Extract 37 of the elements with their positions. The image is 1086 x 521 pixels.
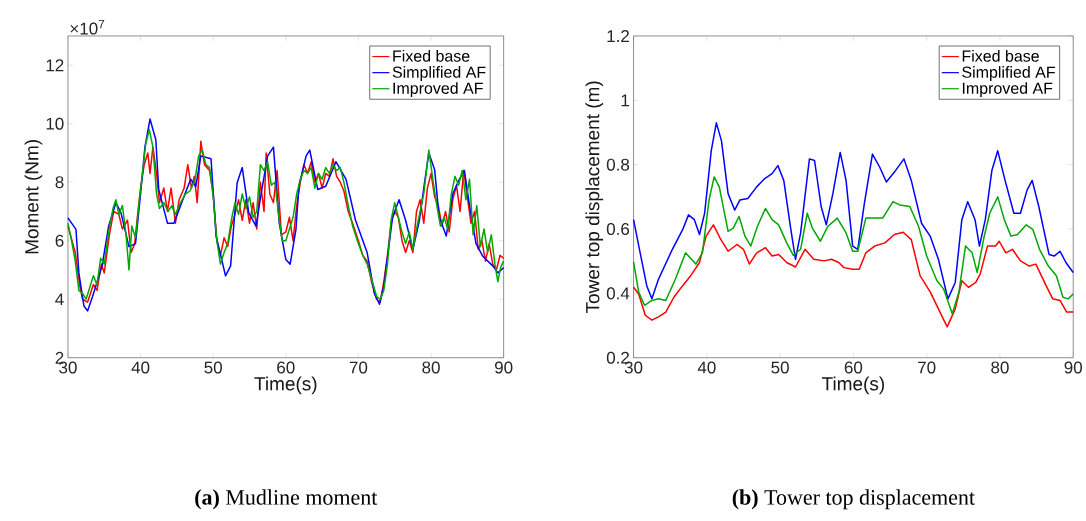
text: (a) Mudline moment [195,489,378,510]
y-axis-title: Tower top displacement (m) [585,81,604,314]
y-tick-label: 8 [55,176,64,189]
y-tick-label: 1.2 [607,30,629,43]
line-series [632,224,1074,328]
x-tick-label: 50 [771,361,789,374]
x-axis-title: Time(s) [254,376,317,395]
legend-label: Fixed base [962,50,1039,62]
x-tick-label: 40 [697,361,716,374]
line-series [632,122,1074,300]
y-tick-label: 4 [55,293,64,306]
x-tick-label: 80 [422,361,440,374]
y-tick-label: 0.6 [606,223,630,236]
y-tick-label: 6 [55,234,64,247]
legend-label: Improved AF [962,82,1053,98]
legend-label: Simplified AF [962,66,1055,82]
y-tick-label: 10 [46,117,64,130]
x-tick-label: 70 [349,361,368,374]
x-tick-label: 90 [1064,361,1083,374]
x-tick-label: 80 [991,361,1009,374]
x-axis-title: Time(s) [822,376,885,395]
legend-label: Simplified AF [392,66,486,82]
text: (b) Tower top displacement [732,489,975,510]
x-tick-label: 50 [204,361,222,374]
y-tick-label: 1 [621,94,629,107]
y-axis-title: Moment (Nm) [24,140,43,254]
x-tick-label: 90 [494,361,513,374]
x-tick-label: 60 [277,361,295,374]
x-tick-label: 40 [131,361,150,374]
legend-label: Fixed base [393,50,470,62]
y-tick-label: 0.4 [606,287,630,300]
y-tick-label: 0.8 [606,158,630,171]
legend-label: Improved AF [393,82,483,98]
x-tick-label: 70 [918,361,936,374]
y-tick-label: 12 [46,59,64,72]
x-tick-label: 60 [844,361,863,374]
text: ×10$^{7}$ [70,20,105,35]
